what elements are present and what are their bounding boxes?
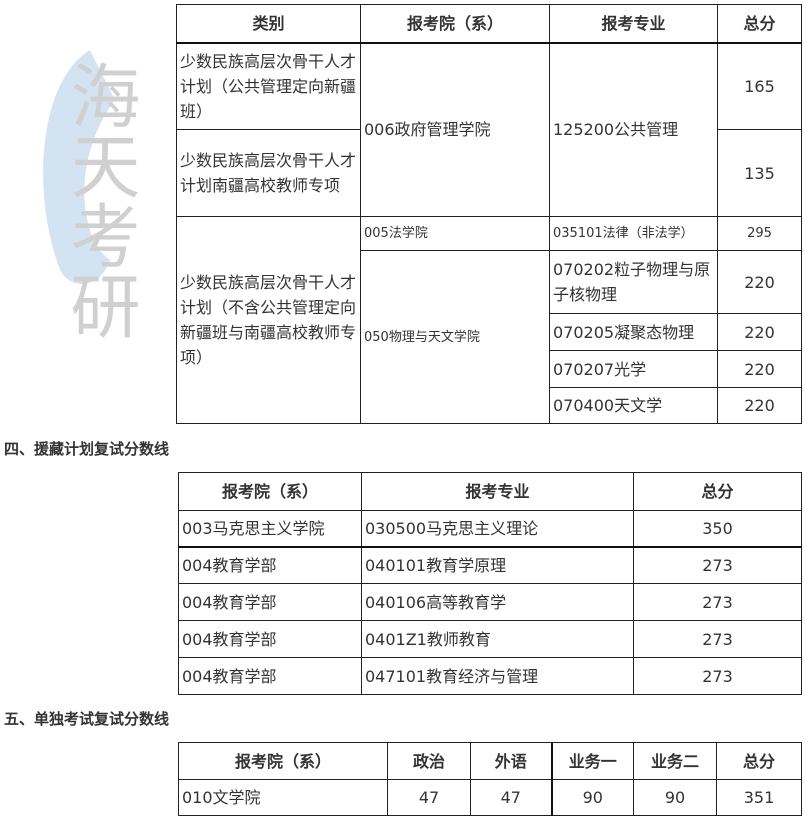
score-cell: 220 — [717, 250, 802, 314]
score-cell: 135 — [717, 129, 802, 217]
major-cell: 035101法律（非法学） — [549, 216, 718, 251]
header-dept: 报考院（系） — [178, 742, 388, 780]
header-dept: 报考院（系） — [360, 4, 550, 44]
header-total: 总分 — [717, 4, 802, 44]
header-politics: 政治 — [387, 742, 471, 780]
category-cell: 少数民族高层次骨干人才计划（公共管理定向新疆班） — [176, 42, 361, 130]
major-cell: 070205凝聚态物理 — [549, 313, 718, 351]
table-minority-plan: 类别 报考院（系） 报考专业 总分 少数民族高层次骨干人才计划（公共管理定向新疆… — [176, 4, 802, 424]
score-cell: 273 — [633, 583, 802, 621]
score-cell: 47 — [470, 779, 552, 816]
dept-cell: 005法学院 — [360, 216, 550, 251]
major-cell: 030500马克思主义理论 — [361, 510, 634, 547]
table-separate-exam: 报考院（系） 政治 外语 业务一 业务二 总分 010文学院 47 47 90 … — [178, 742, 802, 816]
dept-cell: 004教育学部 — [178, 657, 362, 695]
header-major: 报考专业 — [549, 4, 718, 44]
table-row: 003马克思主义学院 030500马克思主义理论 350 — [178, 510, 802, 547]
score-cell: 295 — [717, 216, 802, 251]
section-title-separate-exam: 五、单独考试复试分数线 — [4, 710, 170, 728]
table-tibet-plan: 报考院（系） 报考专业 总分 003马克思主义学院 030500马克思主义理论 … — [178, 472, 802, 695]
dept-cell: 003马克思主义学院 — [178, 510, 362, 547]
major-cell: 040101教育学原理 — [361, 546, 634, 584]
header-category: 类别 — [176, 4, 361, 44]
major-cell: 070202粒子物理与原子核物理 — [549, 250, 718, 314]
score-cell: 47 — [387, 779, 471, 816]
category-cell: 少数民族高层次骨干人才计划（不含公共管理定向新疆班与南疆高校教师专项） — [176, 216, 361, 424]
table-row: 004教育学部 0401Z1教师教育 273 — [178, 620, 802, 658]
dept-cell: 004教育学部 — [178, 620, 362, 658]
watermark-logo — [20, 40, 140, 300]
major-cell: 040106高等教育学 — [361, 583, 634, 621]
header-total: 总分 — [716, 742, 802, 780]
score-cell: 90 — [633, 779, 717, 816]
table-row: 004教育学部 040101教育学原理 273 — [178, 546, 802, 584]
header-foreign-language: 外语 — [470, 742, 552, 780]
score-cell: 350 — [633, 510, 802, 547]
major-cell: 070207光学 — [549, 350, 718, 388]
major-cell: 0401Z1教师教育 — [361, 620, 634, 658]
dept-cell: 010文学院 — [178, 779, 388, 816]
score-cell: 351 — [716, 779, 802, 816]
header-dept: 报考院（系） — [178, 472, 362, 511]
score-cell: 165 — [717, 42, 802, 130]
table-row: 004教育学部 047101教育经济与管理 273 — [178, 657, 802, 695]
category-cell: 少数民族高层次骨干人才计划南疆高校教师专项 — [176, 129, 361, 217]
score-cell: 220 — [717, 350, 802, 388]
header-major: 报考专业 — [361, 472, 634, 511]
dept-cell: 004教育学部 — [178, 546, 362, 584]
score-cell: 220 — [717, 387, 802, 424]
major-cell: 070400天文学 — [549, 387, 718, 424]
header-subject-2: 业务二 — [633, 742, 717, 780]
score-cell: 273 — [633, 620, 802, 658]
watermark-text: 海天考研 — [59, 60, 141, 340]
dept-cell: 004教育学部 — [178, 583, 362, 621]
header-total: 总分 — [633, 472, 802, 511]
score-cell: 273 — [633, 657, 802, 695]
dept-cell: 006政府管理学院 — [360, 42, 550, 217]
table-row: 010文学院 47 47 90 90 351 — [178, 779, 802, 816]
major-cell: 125200公共管理 — [549, 42, 718, 217]
table-row: 004教育学部 040106高等教育学 273 — [178, 583, 802, 621]
section-title-tibet-plan: 四、援藏计划复试分数线 — [4, 440, 170, 458]
dept-cell: 050物理与天文学院 — [360, 250, 550, 424]
header-subject-1: 业务一 — [550, 742, 634, 780]
major-cell: 047101教育经济与管理 — [361, 657, 634, 695]
score-cell: 220 — [717, 313, 802, 351]
score-cell: 90 — [550, 779, 634, 816]
score-cell: 273 — [633, 546, 802, 584]
